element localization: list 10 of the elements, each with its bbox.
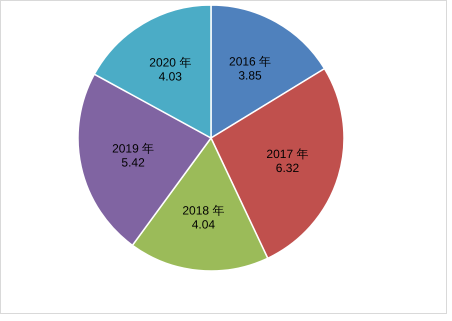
data-label: 3.85 <box>238 68 262 82</box>
slice-label: 2016 年 <box>229 54 272 68</box>
slice-label: 2017 年 <box>266 146 308 161</box>
data-label: 4.04 <box>192 217 216 232</box>
data-label: 5.42 <box>121 155 146 170</box>
data-label: 6.32 <box>276 160 300 175</box>
slice-label: 2019 年 <box>112 141 154 156</box>
slice-label: 2018 年 <box>182 203 224 218</box>
data-label: 4.03 <box>158 69 182 84</box>
slice-label: 2020 年 <box>149 55 192 70</box>
